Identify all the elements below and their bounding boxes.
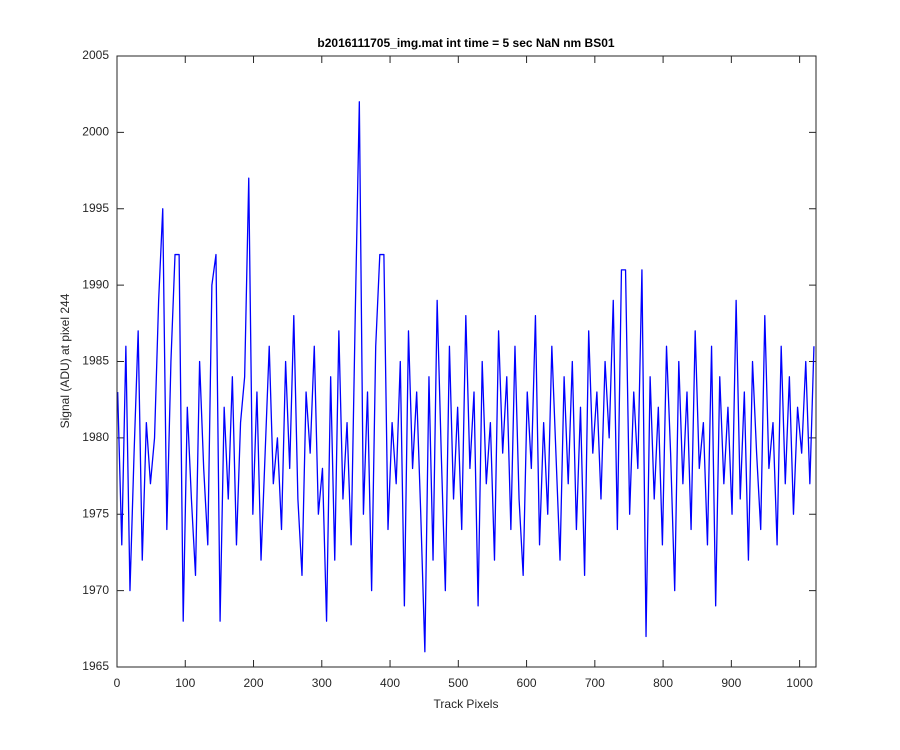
y-tick-label: 1980 bbox=[82, 430, 109, 444]
x-tick-label: 500 bbox=[448, 676, 468, 690]
y-tick-label: 1965 bbox=[82, 659, 109, 673]
x-tick-label: 100 bbox=[175, 676, 195, 690]
x-tick-label: 600 bbox=[517, 676, 537, 690]
x-tick-label: 800 bbox=[653, 676, 673, 690]
y-tick-label: 1990 bbox=[82, 277, 109, 291]
y-tick-label: 2005 bbox=[82, 48, 109, 62]
x-tick-label: 1000 bbox=[786, 676, 813, 690]
y-tick-label: 1995 bbox=[82, 201, 109, 215]
axes-box bbox=[116, 55, 817, 668]
y-tick-label: 2000 bbox=[82, 125, 109, 139]
chart-title: b2016111705_img.mat int time = 5 sec NaN… bbox=[317, 36, 614, 50]
x-tick-label: 0 bbox=[114, 676, 121, 690]
x-tick-label: 900 bbox=[721, 676, 741, 690]
y-tick-label: 1985 bbox=[82, 354, 109, 368]
x-tick-label: 200 bbox=[244, 676, 264, 690]
signal-line bbox=[117, 101, 815, 653]
y-tick-label: 1975 bbox=[82, 506, 109, 520]
y-tick-label: 1970 bbox=[82, 583, 109, 597]
x-axis-label: Track Pixels bbox=[434, 697, 499, 711]
x-tick-label: 400 bbox=[380, 676, 400, 690]
x-tick-label: 700 bbox=[585, 676, 605, 690]
y-axis-label: Signal (ADU) at pixel 244 bbox=[58, 293, 72, 428]
x-tick-label: 300 bbox=[312, 676, 332, 690]
